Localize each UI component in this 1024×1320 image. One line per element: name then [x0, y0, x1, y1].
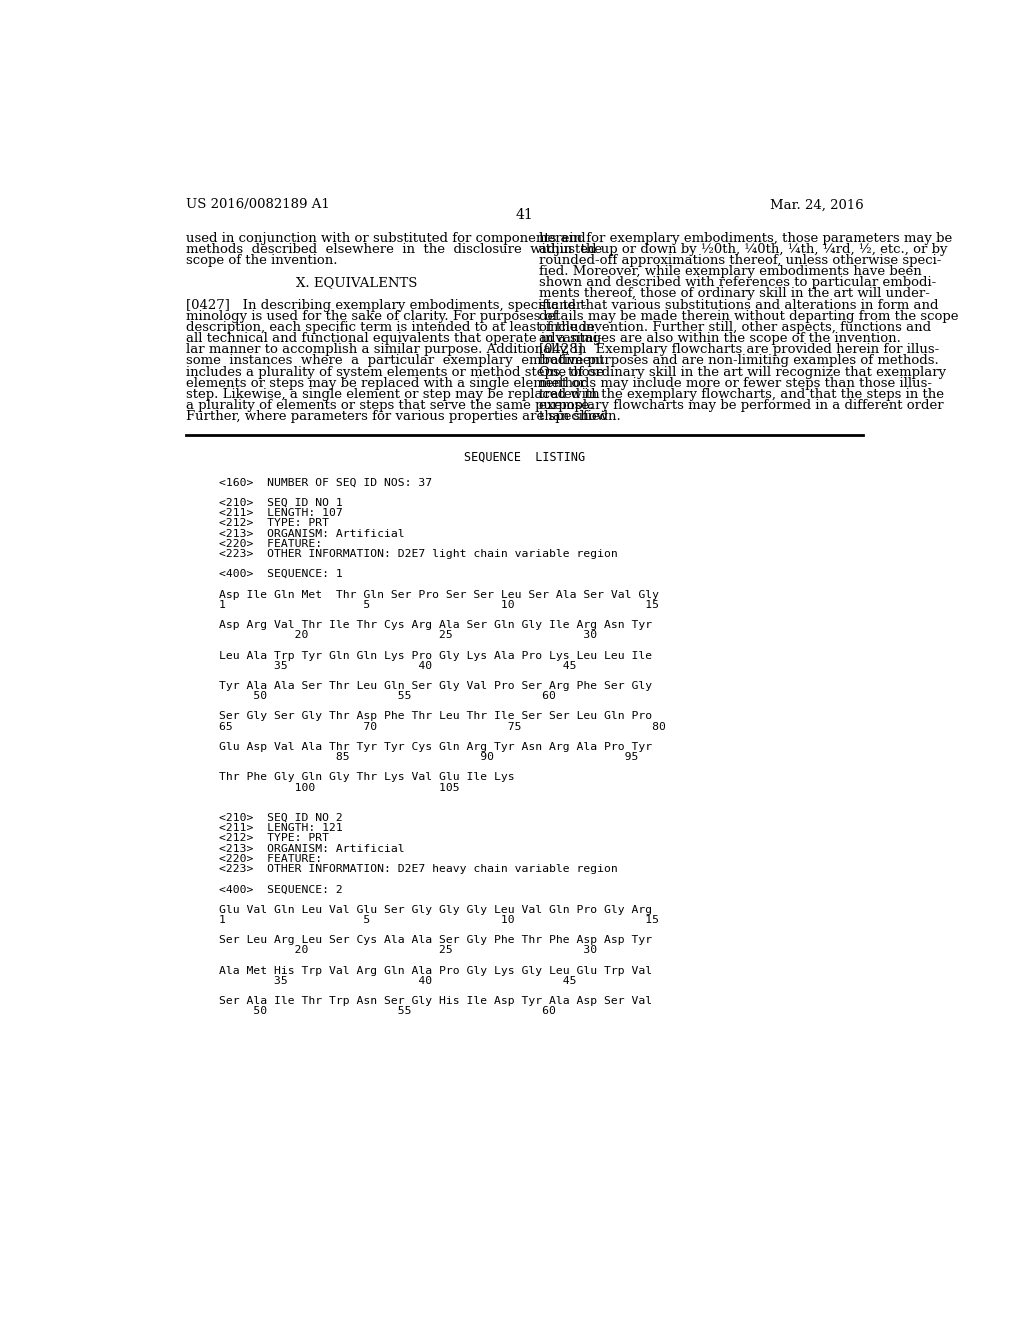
Text: trative purposes and are non-limiting examples of methods.: trative purposes and are non-limiting ex… [539, 354, 939, 367]
Text: Asp Arg Val Thr Ile Thr Cys Arg Ala Ser Gln Gly Ile Arg Asn Tyr: Asp Arg Val Thr Ile Thr Cys Arg Ala Ser … [219, 620, 652, 630]
Text: <212>  TYPE: PRT: <212> TYPE: PRT [219, 519, 330, 528]
Text: Asp Ile Gln Met  Thr Gln Ser Pro Ser Ser Leu Ser Ala Ser Val Gly: Asp Ile Gln Met Thr Gln Ser Pro Ser Ser … [219, 590, 659, 599]
Text: <223>  OTHER INFORMATION: D2E7 heavy chain variable region: <223> OTHER INFORMATION: D2E7 heavy chai… [219, 865, 618, 874]
Text: methods  described  elsewhere  in  the  disclosure  within  the: methods described elsewhere in the discl… [186, 243, 602, 256]
Text: adjusted up or down by ½0th, ¼0th, ¼th, ¼rd, ½, etc., or by: adjusted up or down by ½0th, ¼0th, ¼th, … [539, 243, 947, 256]
Text: 1                    5                   10                   15: 1 5 10 15 [219, 915, 659, 925]
Text: all technical and functional equivalents that operate in a simi-: all technical and functional equivalents… [186, 333, 602, 345]
Text: description, each specific term is intended to at least include: description, each specific term is inten… [186, 321, 595, 334]
Text: <210>  SEQ ID NO 2: <210> SEQ ID NO 2 [219, 813, 343, 824]
Text: a plurality of elements or steps that serve the same purpose.: a plurality of elements or steps that se… [186, 399, 594, 412]
Text: Glu Asp Val Ala Thr Tyr Tyr Cys Gln Arg Tyr Asn Arg Ala Pro Tyr: Glu Asp Val Ala Thr Tyr Tyr Cys Gln Arg … [219, 742, 652, 752]
Text: exemplary flowcharts may be performed in a different order: exemplary flowcharts may be performed in… [539, 399, 943, 412]
Text: Ser Gly Ser Gly Thr Asp Phe Thr Leu Thr Ile Ser Ser Leu Gln Pro: Ser Gly Ser Gly Thr Asp Phe Thr Leu Thr … [219, 711, 652, 722]
Text: 1                    5                   10                   15: 1 5 10 15 [219, 599, 659, 610]
Text: 85                   90                   95: 85 90 95 [219, 752, 639, 762]
Text: some  instances  where  a  particular  exemplary  embodiment: some instances where a particular exempl… [186, 354, 604, 367]
Text: <210>  SEQ ID NO 1: <210> SEQ ID NO 1 [219, 498, 343, 508]
Text: trated in the exemplary flowcharts, and that the steps in the: trated in the exemplary flowcharts, and … [539, 388, 944, 401]
Text: [0428]   Exemplary flowcharts are provided herein for illus-: [0428] Exemplary flowcharts are provided… [539, 343, 939, 356]
Text: lar manner to accomplish a similar purpose. Additionally, in: lar manner to accomplish a similar purpo… [186, 343, 587, 356]
Text: scope of the invention.: scope of the invention. [186, 253, 338, 267]
Text: 20                   25                   30: 20 25 30 [219, 945, 598, 956]
Text: X. EQUIVALENTS: X. EQUIVALENTS [296, 276, 418, 289]
Text: stand that various substitutions and alterations in form and: stand that various substitutions and alt… [539, 298, 938, 312]
Text: [0427]   In describing exemplary embodiments, specific ter-: [0427] In describing exemplary embodimen… [186, 298, 587, 312]
Text: <220>  FEATURE:: <220> FEATURE: [219, 539, 323, 549]
Text: minology is used for the sake of clarity. For purposes of: minology is used for the sake of clarity… [186, 310, 558, 322]
Text: fied. Moreover, while exemplary embodiments have been: fied. Moreover, while exemplary embodime… [539, 265, 922, 279]
Text: <223>  OTHER INFORMATION: D2E7 light chain variable region: <223> OTHER INFORMATION: D2E7 light chai… [219, 549, 618, 558]
Text: 35                   40                   45: 35 40 45 [219, 661, 577, 671]
Text: methods may include more or fewer steps than those illus-: methods may include more or fewer steps … [539, 376, 932, 389]
Text: 50                   55                   60: 50 55 60 [219, 692, 556, 701]
Text: ments thereof, those of ordinary skill in the art will under-: ments thereof, those of ordinary skill i… [539, 288, 930, 301]
Text: US 2016/0082189 A1: US 2016/0082189 A1 [186, 198, 330, 211]
Text: of the invention. Further still, other aspects, functions and: of the invention. Further still, other a… [539, 321, 931, 334]
Text: 65                   70                   75                   80: 65 70 75 80 [219, 722, 667, 731]
Text: Ser Leu Arg Leu Ser Cys Ala Ala Ser Gly Phe Thr Phe Asp Asp Tyr: Ser Leu Arg Leu Ser Cys Ala Ala Ser Gly … [219, 935, 652, 945]
Text: <220>  FEATURE:: <220> FEATURE: [219, 854, 323, 863]
Text: details may be made therein without departing from the scope: details may be made therein without depa… [539, 310, 958, 322]
Text: <160>  NUMBER OF SEQ ID NOS: 37: <160> NUMBER OF SEQ ID NOS: 37 [219, 478, 432, 487]
Text: One of ordinary skill in the art will recognize that exemplary: One of ordinary skill in the art will re… [539, 366, 946, 379]
Text: step. Likewise, a single element or step may be replaced with: step. Likewise, a single element or step… [186, 388, 600, 401]
Text: Ala Met His Trp Val Arg Gln Ala Pro Gly Lys Gly Leu Glu Trp Val: Ala Met His Trp Val Arg Gln Ala Pro Gly … [219, 966, 652, 975]
Text: 100                  105: 100 105 [219, 783, 460, 792]
Text: SEQUENCE  LISTING: SEQUENCE LISTING [464, 450, 586, 463]
Text: <213>  ORGANISM: Artificial: <213> ORGANISM: Artificial [219, 843, 406, 854]
Text: includes a plurality of system elements or method steps, those: includes a plurality of system elements … [186, 366, 604, 379]
Text: rounded-off approximations thereof, unless otherwise speci-: rounded-off approximations thereof, unle… [539, 253, 941, 267]
Text: elements or steps may be replaced with a single element or: elements or steps may be replaced with a… [186, 376, 586, 389]
Text: Tyr Ala Ala Ser Thr Leu Gln Ser Gly Val Pro Ser Arg Phe Ser Gly: Tyr Ala Ala Ser Thr Leu Gln Ser Gly Val … [219, 681, 652, 690]
Text: used in conjunction with or substituted for components and: used in conjunction with or substituted … [186, 231, 586, 244]
Text: <211>  LENGTH: 121: <211> LENGTH: 121 [219, 824, 343, 833]
Text: advantages are also within the scope of the invention.: advantages are also within the scope of … [539, 333, 901, 345]
Text: 50                   55                   60: 50 55 60 [219, 1006, 556, 1016]
Text: Mar. 24, 2016: Mar. 24, 2016 [770, 198, 863, 211]
Text: Further, where parameters for various properties are specified: Further, where parameters for various pr… [186, 411, 608, 424]
Text: 35                   40                   45: 35 40 45 [219, 975, 577, 986]
Text: <211>  LENGTH: 107: <211> LENGTH: 107 [219, 508, 343, 519]
Text: 20                   25                   30: 20 25 30 [219, 630, 598, 640]
Text: <213>  ORGANISM: Artificial: <213> ORGANISM: Artificial [219, 528, 406, 539]
Text: Glu Val Gln Leu Val Glu Ser Gly Gly Gly Leu Val Gln Pro Gly Arg: Glu Val Gln Leu Val Glu Ser Gly Gly Gly … [219, 904, 652, 915]
Text: than shown.: than shown. [539, 411, 621, 424]
Text: Ser Ala Ile Thr Trp Asn Ser Gly His Ile Asp Tyr Ala Asp Ser Val: Ser Ala Ile Thr Trp Asn Ser Gly His Ile … [219, 997, 652, 1006]
Text: shown and described with references to particular embodi-: shown and described with references to p… [539, 276, 936, 289]
Text: <212>  TYPE: PRT: <212> TYPE: PRT [219, 833, 330, 843]
Text: Thr Phe Gly Gln Gly Thr Lys Val Glu Ile Lys: Thr Phe Gly Gln Gly Thr Lys Val Glu Ile … [219, 772, 515, 783]
Text: <400>  SEQUENCE: 1: <400> SEQUENCE: 1 [219, 569, 343, 579]
Text: <400>  SEQUENCE: 2: <400> SEQUENCE: 2 [219, 884, 343, 894]
Text: Leu Ala Trp Tyr Gln Gln Lys Pro Gly Lys Ala Pro Lys Leu Leu Ile: Leu Ala Trp Tyr Gln Gln Lys Pro Gly Lys … [219, 651, 652, 660]
Text: herein for exemplary embodiments, those parameters may be: herein for exemplary embodiments, those … [539, 231, 952, 244]
Text: 41: 41 [516, 209, 534, 223]
